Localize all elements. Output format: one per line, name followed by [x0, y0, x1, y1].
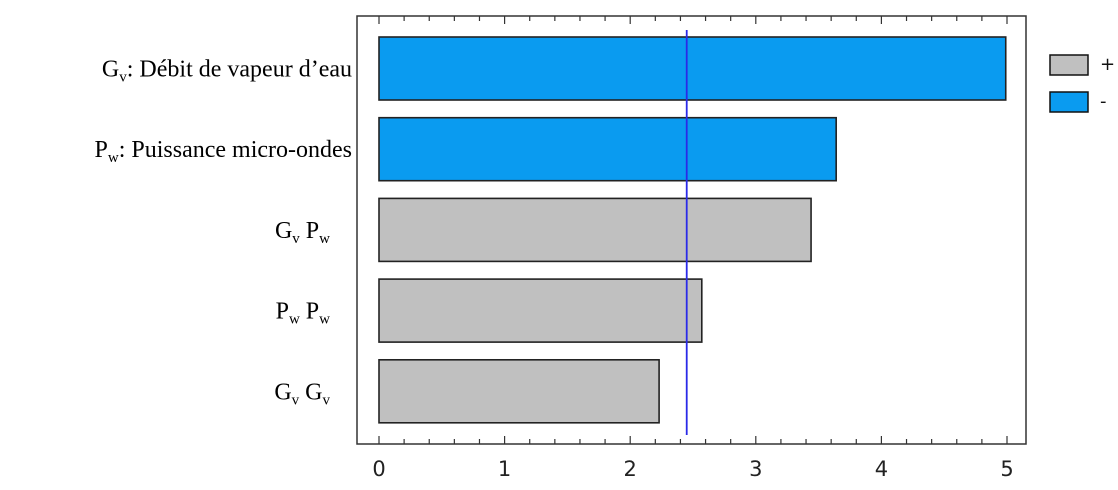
x-tick-label: 2: [624, 457, 637, 481]
legend-label-1: +: [1100, 54, 1115, 75]
bar-3: [378, 197, 812, 263]
legend-swatch-2: [1049, 91, 1089, 113]
legend: +-: [1049, 54, 1115, 113]
bar-1: [378, 36, 1007, 101]
bars: [378, 36, 1007, 424]
category-label-5: Gv Gv: [274, 379, 330, 408]
category-label-4: Pw Pw: [276, 299, 331, 328]
legend-swatch-1: [1049, 54, 1089, 76]
category-label-1: Gv: Débit de vapeur d’eau: [102, 57, 352, 86]
legend-label-2: -: [1100, 91, 1107, 112]
category-labels: Gv: Débit de vapeur d’eau Pw: Puissance m…: [95, 57, 353, 409]
category-label-3: Gv Pw: [275, 218, 330, 247]
x-axis: 0 1 2 3 4 5: [372, 16, 1014, 481]
bar-2: [378, 116, 837, 182]
bar-5: [378, 358, 660, 424]
x-tick-label: 3: [749, 457, 762, 481]
category-label-2: Pw: Puissance micro-ondes: [95, 137, 353, 166]
x-tick-label: 4: [875, 457, 888, 481]
x-tick-label: 5: [1000, 457, 1013, 481]
x-tick-label: 0: [372, 457, 385, 481]
x-tick-label: 1: [498, 457, 511, 481]
bar-4: [378, 278, 703, 343]
